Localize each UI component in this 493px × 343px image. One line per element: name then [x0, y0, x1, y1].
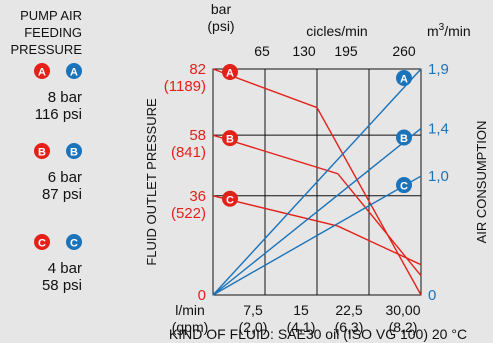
left-axis-label: FLUID OUTLET PRESSURE	[144, 98, 159, 266]
series-badge-letter: B	[400, 133, 408, 145]
left-axis-tick-psi: (1189)	[164, 78, 206, 95]
left-axis-tick-psi: (841)	[171, 144, 206, 161]
right-axis-units-rest: /min	[444, 23, 470, 39]
badge-circle	[34, 143, 50, 159]
right-axis-units-base: m	[427, 23, 439, 39]
bottom-axis-units-lpm: l/min	[175, 302, 205, 318]
bottom-axis-tick-gpm: (2,0)	[239, 319, 268, 335]
series-badge-circle	[396, 129, 412, 146]
left-axis-units-bar: bar	[211, 1, 232, 17]
top-axis-tick-label: 130	[292, 43, 316, 59]
legend-psi-value: 58 psi	[42, 277, 82, 294]
legend-badge-air-c: C	[66, 234, 82, 250]
right-axis-tick-label: 1,0	[428, 168, 449, 185]
series-badge-letter: C	[226, 194, 234, 206]
top-axis-tick-label: 195	[334, 43, 358, 59]
chart-footer-fluid-note: KIND OF FLUID: SAE30 oil (ISO VG 100) 20…	[169, 326, 467, 342]
pressure-series-marker-b: B	[222, 130, 238, 147]
legend-bar-value: 4 bar	[48, 260, 82, 277]
right-axis-tick-label: 1,9	[428, 61, 449, 78]
legend-heading-line: PUMP AIR	[20, 8, 82, 23]
badge-letter: C	[38, 238, 46, 250]
series-badge-letter: C	[400, 181, 408, 193]
badge-letter: B	[38, 147, 46, 159]
badge-circle	[34, 234, 50, 250]
badge-letter: B	[70, 147, 78, 159]
legend-badge-air-b: B	[66, 143, 82, 159]
air-series-line-b	[212, 127, 422, 296]
badge-letter: C	[70, 238, 78, 250]
right-axis-units-superscript: 3	[439, 22, 445, 33]
legend-bar-value: 6 bar	[48, 169, 82, 186]
bottom-axis-tick-lpm: 15	[293, 302, 309, 318]
bottom-axis-tick-lpm: 7,5	[243, 302, 263, 318]
legend-bar-value: 8 bar	[48, 89, 82, 106]
bottom-axis-tick-gpm: (4,1)	[287, 319, 316, 335]
legend-badge-pressure-a: A	[34, 63, 50, 79]
left-axis-tick-bar: 58	[189, 127, 206, 144]
badge-letter: A	[70, 67, 78, 79]
bottom-axis-tick-lpm: 30,00	[385, 302, 420, 318]
right-axis-tick-label: 0	[428, 287, 436, 304]
series-badge-circle	[222, 190, 238, 207]
left-axis-tick-bar: 0	[198, 287, 206, 304]
right-axis-tick-label: 1,4	[428, 120, 449, 137]
badge-circle	[34, 63, 50, 79]
left-axis-tick-bar: 36	[189, 188, 206, 205]
air-series-marker-a: A	[396, 70, 412, 86]
series-badge-circle	[222, 64, 238, 80]
pressure-series-line-b	[212, 134, 422, 277]
series-badge-circle	[396, 177, 412, 194]
air-series-marker-c: C	[396, 177, 412, 194]
legend-psi-value: 116 psi	[35, 106, 82, 123]
air-series-marker-b: B	[396, 129, 412, 146]
bottom-axis-tick-gpm: (8,2)	[389, 319, 418, 335]
series-badge-circle	[222, 130, 238, 147]
pressure-series-marker-c: C	[222, 190, 238, 207]
badge-circle	[66, 143, 82, 159]
pressure-series-marker-a: A	[222, 64, 238, 80]
series-badge-letter: A	[226, 68, 234, 80]
right-axis-units: m3/min	[427, 22, 471, 39]
series-badge-circle	[396, 70, 412, 86]
bottom-axis-tick-gpm: (6,3)	[335, 319, 364, 335]
bottom-axis-units-gpm: (gpm)	[172, 319, 209, 335]
legend-badge-pressure-b: B	[34, 143, 50, 159]
badge-letter: A	[38, 67, 46, 79]
top-axis-tick-label: 260	[392, 43, 416, 59]
bottom-axis-tick-lpm: 22,5	[335, 302, 362, 318]
legend-psi-value: 87 psi	[42, 186, 82, 203]
pressure-series-line-c	[212, 195, 422, 266]
legend-badge-pressure-c: C	[34, 234, 50, 250]
series-badge-letter: B	[226, 134, 234, 146]
left-axis-tick-psi: (522)	[171, 205, 206, 222]
legend-badge-air-a: A	[66, 63, 82, 79]
left-axis-tick-bar: 82	[189, 61, 206, 78]
series-badge-letter: A	[400, 74, 408, 86]
left-axis-units-psi: (psi)	[207, 18, 234, 34]
right-axis-label: AIR CONSUMPTION	[474, 121, 489, 244]
air-series-line-a	[212, 68, 422, 296]
top-axis-label: cicles/min	[306, 23, 367, 39]
badge-circle	[66, 63, 82, 79]
legend-heading-line: FEEDING	[24, 25, 82, 40]
badge-circle	[66, 234, 82, 250]
legend-heading-line: PRESSURE	[10, 42, 82, 57]
top-axis-tick-label: 65	[254, 43, 270, 59]
air-series-line-c	[212, 175, 422, 296]
